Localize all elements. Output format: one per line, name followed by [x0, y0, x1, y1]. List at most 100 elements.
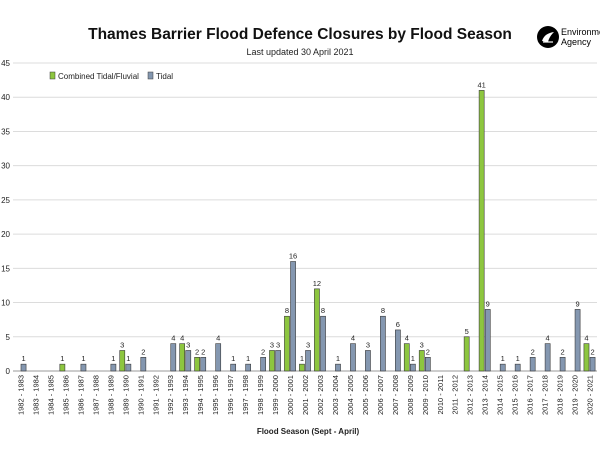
data-label: 2 — [261, 347, 265, 356]
data-label: 12 — [313, 279, 321, 288]
x-tick-label: 1997 - 1998 — [241, 375, 250, 415]
legend-label-tidal: Tidal — [156, 72, 173, 81]
legend-swatch-combined — [49, 71, 56, 80]
x-tick-label: 2016 - 2017 — [526, 375, 535, 415]
bar-tidal — [215, 343, 222, 372]
data-label: 3 — [186, 340, 190, 349]
x-tick-label: 1994 - 1995 — [196, 375, 205, 415]
data-label: 5 — [465, 327, 469, 336]
data-label: 2 — [195, 347, 199, 356]
x-axis-label: Flood Season (Sept - April) — [257, 427, 360, 436]
x-tick-label: 1988 - 1989 — [106, 375, 115, 415]
y-tick-label: 0 — [6, 367, 11, 376]
bar-tidal — [350, 343, 356, 372]
x-tick-label: 2004 - 2005 — [346, 375, 355, 415]
x-tick-label: 1998 - 1999 — [256, 375, 265, 415]
x-tick-label: 1990 - 1991 — [136, 375, 145, 415]
data-label: 2 — [426, 347, 430, 356]
x-tick-label: 2009 - 2010 — [421, 375, 430, 415]
bar-tidal — [80, 363, 87, 372]
x-tick-label: 2014 - 2015 — [496, 375, 505, 415]
y-tick-label: 40 — [1, 93, 10, 102]
y-tick-label: 10 — [1, 299, 10, 308]
data-label: 1 — [60, 354, 64, 363]
x-tick-label: 2008 - 2009 — [406, 375, 415, 415]
data-label: 9 — [575, 299, 579, 308]
y-tick-label: 30 — [1, 162, 10, 171]
data-label: 4 — [180, 334, 184, 343]
bar-combined — [269, 350, 275, 372]
data-label: 2 — [141, 347, 145, 356]
bar-tidal — [260, 357, 266, 372]
x-tick-label: 1993 - 1994 — [181, 375, 190, 415]
data-label: 2 — [201, 347, 205, 356]
x-tick-label: 1999 - 2000 — [271, 375, 280, 415]
environment-agency-logo-icon — [537, 26, 559, 48]
y-tick-label: 25 — [1, 196, 10, 205]
x-tick-label: 2000 - 2001 — [286, 375, 295, 415]
bar-tidal — [574, 309, 581, 372]
data-label: 8 — [381, 306, 385, 315]
bar-combined — [179, 343, 186, 372]
bar-tidal — [320, 315, 326, 372]
bar-tidal — [335, 363, 341, 372]
y-tick-label: 45 — [1, 59, 10, 68]
y-tick-label: 20 — [1, 230, 10, 239]
bar-tidal — [185, 350, 192, 372]
data-label: 2 — [590, 347, 594, 356]
x-tick-label: 2013 - 2014 — [481, 375, 490, 415]
data-label: 3 — [270, 340, 274, 349]
x-tick-label: 1991 - 1992 — [151, 375, 160, 415]
x-tick-label: 2001 - 2002 — [301, 375, 310, 415]
data-label: 1 — [21, 354, 25, 363]
x-tick-label: 2003 - 2004 — [331, 375, 340, 415]
x-tick-label: 2007 - 2008 — [391, 375, 400, 415]
bar-combined — [59, 363, 66, 372]
environment-agency-logo: Environment Agency — [537, 26, 600, 50]
data-label: 1 — [411, 354, 415, 363]
x-tick-label: 2010 - 2011 — [436, 375, 445, 414]
x-tick-label: 1989 - 1990 — [121, 375, 130, 415]
data-label: 1 — [231, 354, 235, 363]
bar-tidal — [410, 363, 416, 372]
data-label: 3 — [306, 340, 310, 349]
x-tick-label: 1987 - 1988 — [91, 375, 100, 415]
bar-combined — [583, 343, 590, 372]
data-label: 4 — [216, 334, 220, 343]
data-label: 4 — [546, 334, 550, 343]
bar-tidal — [170, 343, 177, 372]
x-tick-label: 1985 - 1986 — [61, 375, 70, 415]
data-label: 1 — [501, 354, 505, 363]
bar-combined — [284, 315, 290, 372]
data-label: 9 — [486, 299, 490, 308]
bar-tidal — [529, 357, 536, 372]
bar-combined — [314, 288, 320, 372]
bar-tidal — [140, 357, 147, 372]
x-tick-label: 1992 - 1993 — [166, 375, 175, 415]
bar-tidal — [514, 363, 521, 372]
bar-tidal — [424, 357, 431, 372]
bar-combined — [478, 90, 485, 372]
bar-combined — [403, 343, 410, 372]
bar-tidal — [20, 363, 27, 372]
bar-tidal — [395, 329, 401, 372]
data-label: 1 — [81, 354, 85, 363]
x-tick-label: 2018 - 2019 — [556, 375, 565, 415]
x-tick-label: 2017 - 2018 — [541, 375, 550, 415]
x-tick-label: 2006 - 2007 — [376, 375, 385, 415]
data-label: 1 — [516, 354, 520, 363]
x-tick-label: 2012 - 2013 — [466, 375, 475, 415]
x-tick-label: 2015 - 2016 — [511, 375, 520, 415]
data-label: 1 — [111, 354, 115, 363]
data-label: 8 — [285, 306, 289, 315]
x-tick-label: 2002 - 2003 — [316, 375, 325, 415]
x-tick-label: 1986 - 1987 — [76, 375, 85, 415]
logo-line-1: Environment — [561, 27, 600, 37]
bar-tidal — [544, 343, 551, 372]
chart-subtitle: Last updated 30 April 2021 — [246, 47, 354, 57]
data-label: 2 — [531, 347, 535, 356]
data-label: 4 — [405, 334, 409, 343]
bar-tidal — [365, 350, 371, 372]
bar-combined — [119, 350, 126, 372]
